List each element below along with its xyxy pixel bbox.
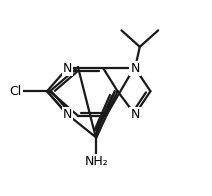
- Text: N: N: [63, 62, 72, 74]
- Text: N: N: [130, 108, 140, 121]
- Text: Cl: Cl: [10, 85, 22, 98]
- Text: N: N: [130, 62, 140, 74]
- Text: NH₂: NH₂: [84, 155, 108, 168]
- Text: N: N: [63, 108, 72, 121]
